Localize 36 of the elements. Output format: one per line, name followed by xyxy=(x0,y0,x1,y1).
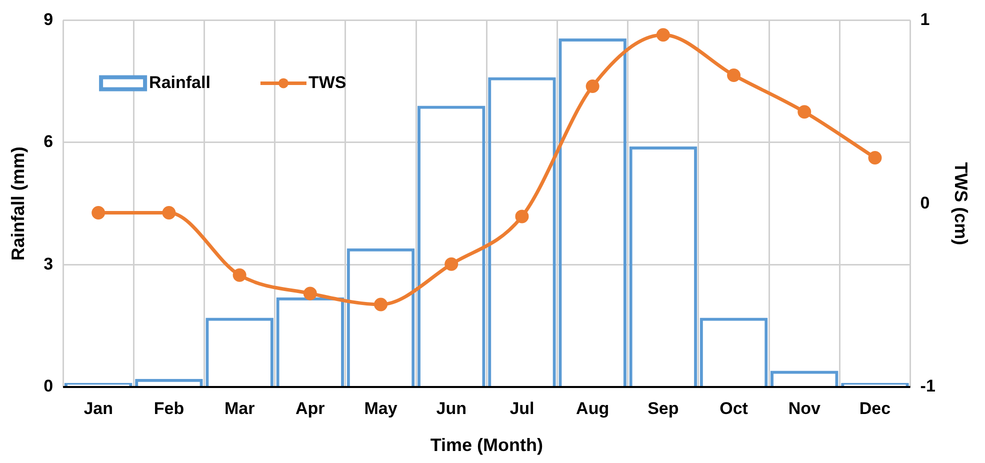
x-tick-label: Feb xyxy=(154,398,184,418)
point xyxy=(515,210,529,224)
point xyxy=(868,151,882,164)
y-tick-label: 3 xyxy=(44,254,54,274)
y-tick-label: 6 xyxy=(44,132,54,152)
x-tick-label: Aug xyxy=(576,398,610,418)
point xyxy=(162,206,176,220)
y2-tick-label: 0 xyxy=(920,193,930,212)
x-tick-label: Jan xyxy=(84,398,114,418)
point xyxy=(444,257,458,271)
x-tick-label: Oct xyxy=(720,398,748,418)
x-axis-title: Time (Month) xyxy=(430,435,543,456)
y2-axis-title: TWS (cm) xyxy=(951,162,972,246)
legend-label: Rainfall xyxy=(149,72,210,92)
legend-label: TWS xyxy=(308,72,346,92)
x-tick-label: Jun xyxy=(436,398,466,418)
point xyxy=(656,28,670,42)
y-axis-title: Rainfall (mm) xyxy=(8,146,28,261)
point xyxy=(586,79,600,93)
x-tick-label: Dec xyxy=(859,398,891,418)
point xyxy=(92,206,106,220)
point xyxy=(798,105,812,119)
y2-tick-label: 1 xyxy=(920,10,930,29)
x-tick-label: Nov xyxy=(788,398,821,418)
point xyxy=(303,286,317,300)
x-tick-label: Sep xyxy=(648,398,679,418)
point xyxy=(374,298,388,312)
point xyxy=(727,68,741,82)
y-tick-label: 0 xyxy=(44,376,54,396)
point xyxy=(232,268,246,282)
y-tick-label: 9 xyxy=(44,10,54,29)
x-tick-label: Apr xyxy=(296,398,326,418)
x-tick-label: Jul xyxy=(510,398,534,418)
x-tick-label: Mar xyxy=(224,398,256,418)
y2-tick-label: -1 xyxy=(920,376,936,396)
x-tick-label: May xyxy=(364,398,398,418)
